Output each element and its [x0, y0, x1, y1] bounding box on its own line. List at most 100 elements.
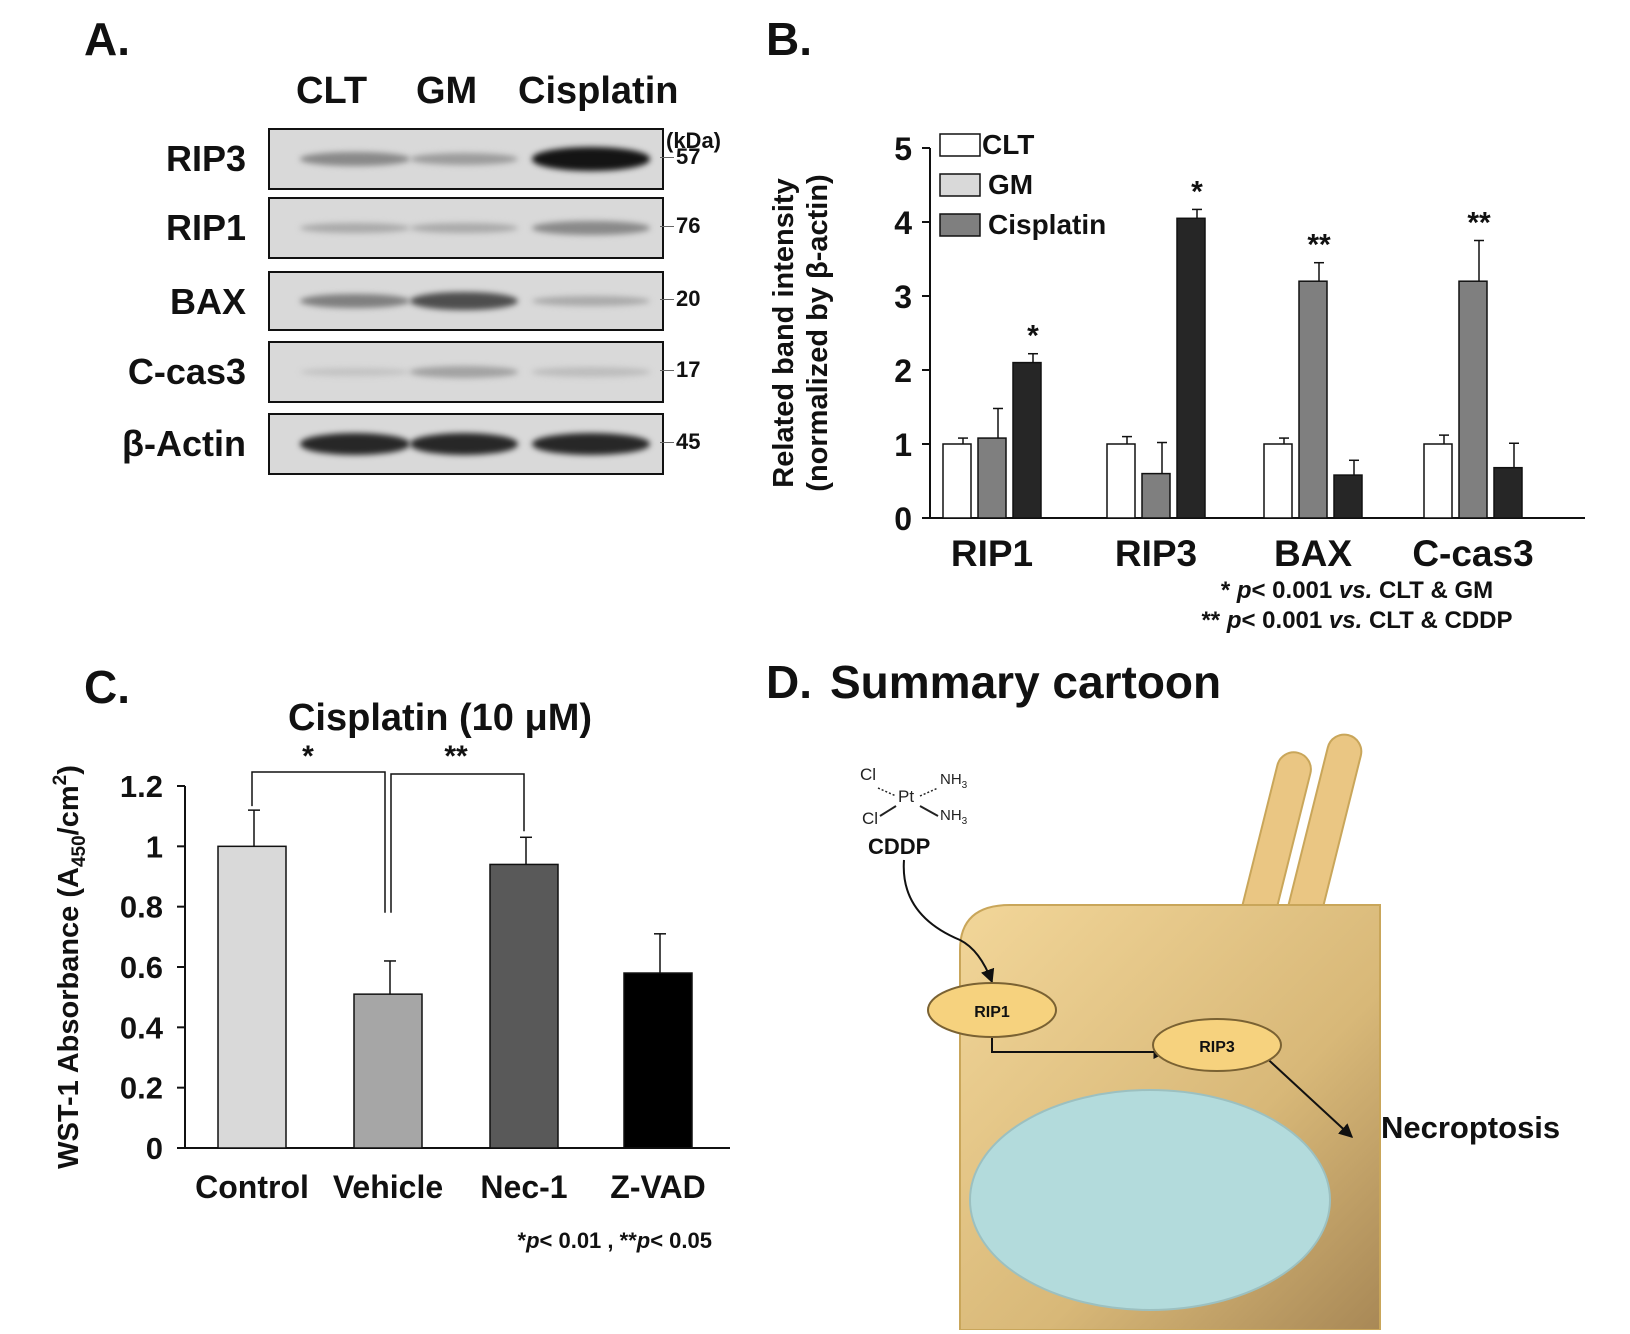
- band-bax-clt: [300, 294, 410, 308]
- x-tick-label-z-vad: Z-VAD: [610, 1169, 705, 1205]
- bar-rip3-clt: [1107, 444, 1135, 518]
- y-tick-label: 0.4: [120, 1010, 164, 1045]
- significance-marker: **: [1307, 229, 1331, 262]
- chart-b: 0 1 2 3 4 5 Related band intensity(normalized …: [760, 110, 1600, 640]
- footnote-part: < 0.01 , **: [540, 1228, 638, 1253]
- panel-d-title: Summary cartoon: [830, 655, 1221, 709]
- y-tick-label: 0: [894, 501, 912, 537]
- y-tick-label: 0.2: [120, 1071, 163, 1106]
- legend-swatch-cisplatin: [940, 214, 980, 236]
- band-c-cas3-cisplatin: [532, 367, 650, 376]
- x-tick-label-bax: BAX: [1274, 533, 1352, 574]
- kda-tick: [660, 299, 674, 300]
- y-axis-label-line-1: Related band intensity: [768, 178, 800, 487]
- bar-rip3-gm: [1142, 474, 1170, 518]
- legend-swatch-clt: [940, 134, 980, 156]
- protein-label-rip1: RIP1: [86, 207, 246, 249]
- y-tick-label: 0.8: [120, 890, 163, 925]
- y-axis-label: Related band intensity(normalized by β-a…: [768, 174, 834, 491]
- x-tick-label-rip3: RIP3: [1115, 533, 1197, 574]
- kda-value-rip1: 76: [676, 213, 700, 239]
- footnote-1: * p< 0.001 vs. CLT & GM: [1221, 577, 1493, 604]
- footnote-part: p: [636, 1228, 650, 1253]
- footnote-part: < 0.001: [1242, 607, 1329, 634]
- band-actin-gm: [410, 433, 518, 455]
- bar-rip1-cisplatin: [1013, 363, 1041, 518]
- footnote-part: **: [1201, 607, 1226, 634]
- y-tick-label: 4: [894, 205, 912, 241]
- kda-value-bax: 20: [676, 286, 700, 312]
- significance-marker: *: [1191, 175, 1203, 208]
- footnote-part: CLT & CDDP: [1362, 607, 1512, 634]
- legend-label-clt: CLT: [982, 129, 1034, 160]
- band-rip3-cisplatin: [532, 147, 650, 170]
- y-axis-label-part: /cm: [53, 785, 85, 835]
- footnote-part: < 0.05: [650, 1228, 712, 1253]
- footnote-part: vs.: [1339, 577, 1372, 604]
- y-axis-label-part: WST-1 Absorbance (A: [53, 867, 85, 1169]
- y-axis-label-line-2: (normalized by β-actin): [802, 174, 834, 491]
- y-tick-label: 3: [894, 279, 912, 315]
- protein-label-c-cas3: C-cas3: [86, 351, 246, 393]
- y-axis-label: WST-1 Absorbance (A450/cm2): [50, 765, 90, 1169]
- rip1-node-label: RIP1: [974, 1004, 1010, 1021]
- legend-label-gm: GM: [988, 169, 1033, 200]
- blot-row-rip3: [268, 128, 664, 190]
- lane-header-clt: CLT: [296, 70, 367, 113]
- y-axis-label-part: 2: [50, 775, 71, 786]
- band-c-cas3-clt: [300, 368, 410, 377]
- footnote-part: < 0.001: [1252, 577, 1339, 604]
- lane-header-gm: GM: [416, 70, 477, 113]
- chart-c-footnote: *p< 0.01 , **p< 0.05: [518, 1228, 713, 1253]
- band-c-cas3-gm: [410, 366, 518, 378]
- kda-tick: [660, 157, 674, 158]
- blot-row-rip1: [268, 197, 664, 259]
- y-axis-label-part: ): [53, 765, 85, 775]
- footnote-part: p: [1236, 577, 1252, 604]
- bar-z-vad: [624, 973, 692, 1148]
- cddp-pt: Pt: [898, 787, 914, 806]
- bar-rip1-gm: [978, 438, 1006, 518]
- band-rip3-gm: [410, 153, 518, 165]
- footnote-part: vs.: [1329, 607, 1362, 634]
- blot-row-bax: [268, 271, 664, 331]
- x-tick-label-c-cas3: C-cas3: [1412, 533, 1533, 574]
- bar-c-cas3-clt: [1424, 444, 1452, 518]
- y-tick-label: 0: [146, 1131, 163, 1166]
- legend-swatch-gm: [940, 174, 980, 196]
- cddp-cl-bottom: Cl: [862, 809, 878, 828]
- footnote-2: ** p< 0.001 vs. CLT & CDDP: [1201, 607, 1512, 634]
- kda-value-rip3: 57: [676, 144, 700, 170]
- bar-c-cas3-cisplatin: [1494, 468, 1522, 518]
- kda-tick: [660, 226, 674, 227]
- x-tick-label-vehicle: Vehicle: [333, 1169, 443, 1205]
- bar-nec-1: [490, 864, 558, 1148]
- bar-bax-cisplatin: [1334, 475, 1362, 518]
- rip3-node-label: RIP3: [1199, 1039, 1235, 1056]
- y-axis-label-part: 450: [69, 835, 90, 867]
- kda-value-c-cas3: 17: [676, 357, 700, 383]
- bar-c-cas3-gm: [1459, 281, 1487, 518]
- kda-tick: [660, 370, 674, 371]
- band-rip1-clt: [300, 223, 410, 234]
- chart-c: Cisplatin (10 μM) 0 0.2 0.4 0.6 0.8 1 1.2 WST-1 …: [40, 700, 760, 1320]
- band-rip1-gm: [410, 223, 518, 234]
- protein-label-actin: β-Actin: [86, 423, 246, 465]
- y-tick-label: 2: [894, 353, 912, 389]
- footnote-part: p: [525, 1228, 539, 1253]
- band-rip1-cisplatin: [532, 221, 650, 235]
- blot-row-actin: [268, 413, 664, 475]
- blot-row-c-cas3: [268, 341, 664, 403]
- significance-marker: *: [1027, 320, 1039, 353]
- band-actin-cisplatin: [532, 433, 650, 455]
- bar-rip1-clt: [943, 444, 971, 518]
- band-bax-gm: [410, 292, 518, 310]
- footnote-part: p: [1226, 607, 1242, 634]
- y-tick-label: 0.6: [120, 950, 163, 985]
- protein-label-bax: BAX: [86, 281, 246, 323]
- nucleus: [970, 1090, 1330, 1310]
- bar-bax-gm: [1299, 281, 1327, 518]
- significance-marker: **: [1467, 207, 1491, 240]
- significance-bracket-2-label: **: [444, 740, 468, 773]
- band-bax-cisplatin: [532, 296, 650, 307]
